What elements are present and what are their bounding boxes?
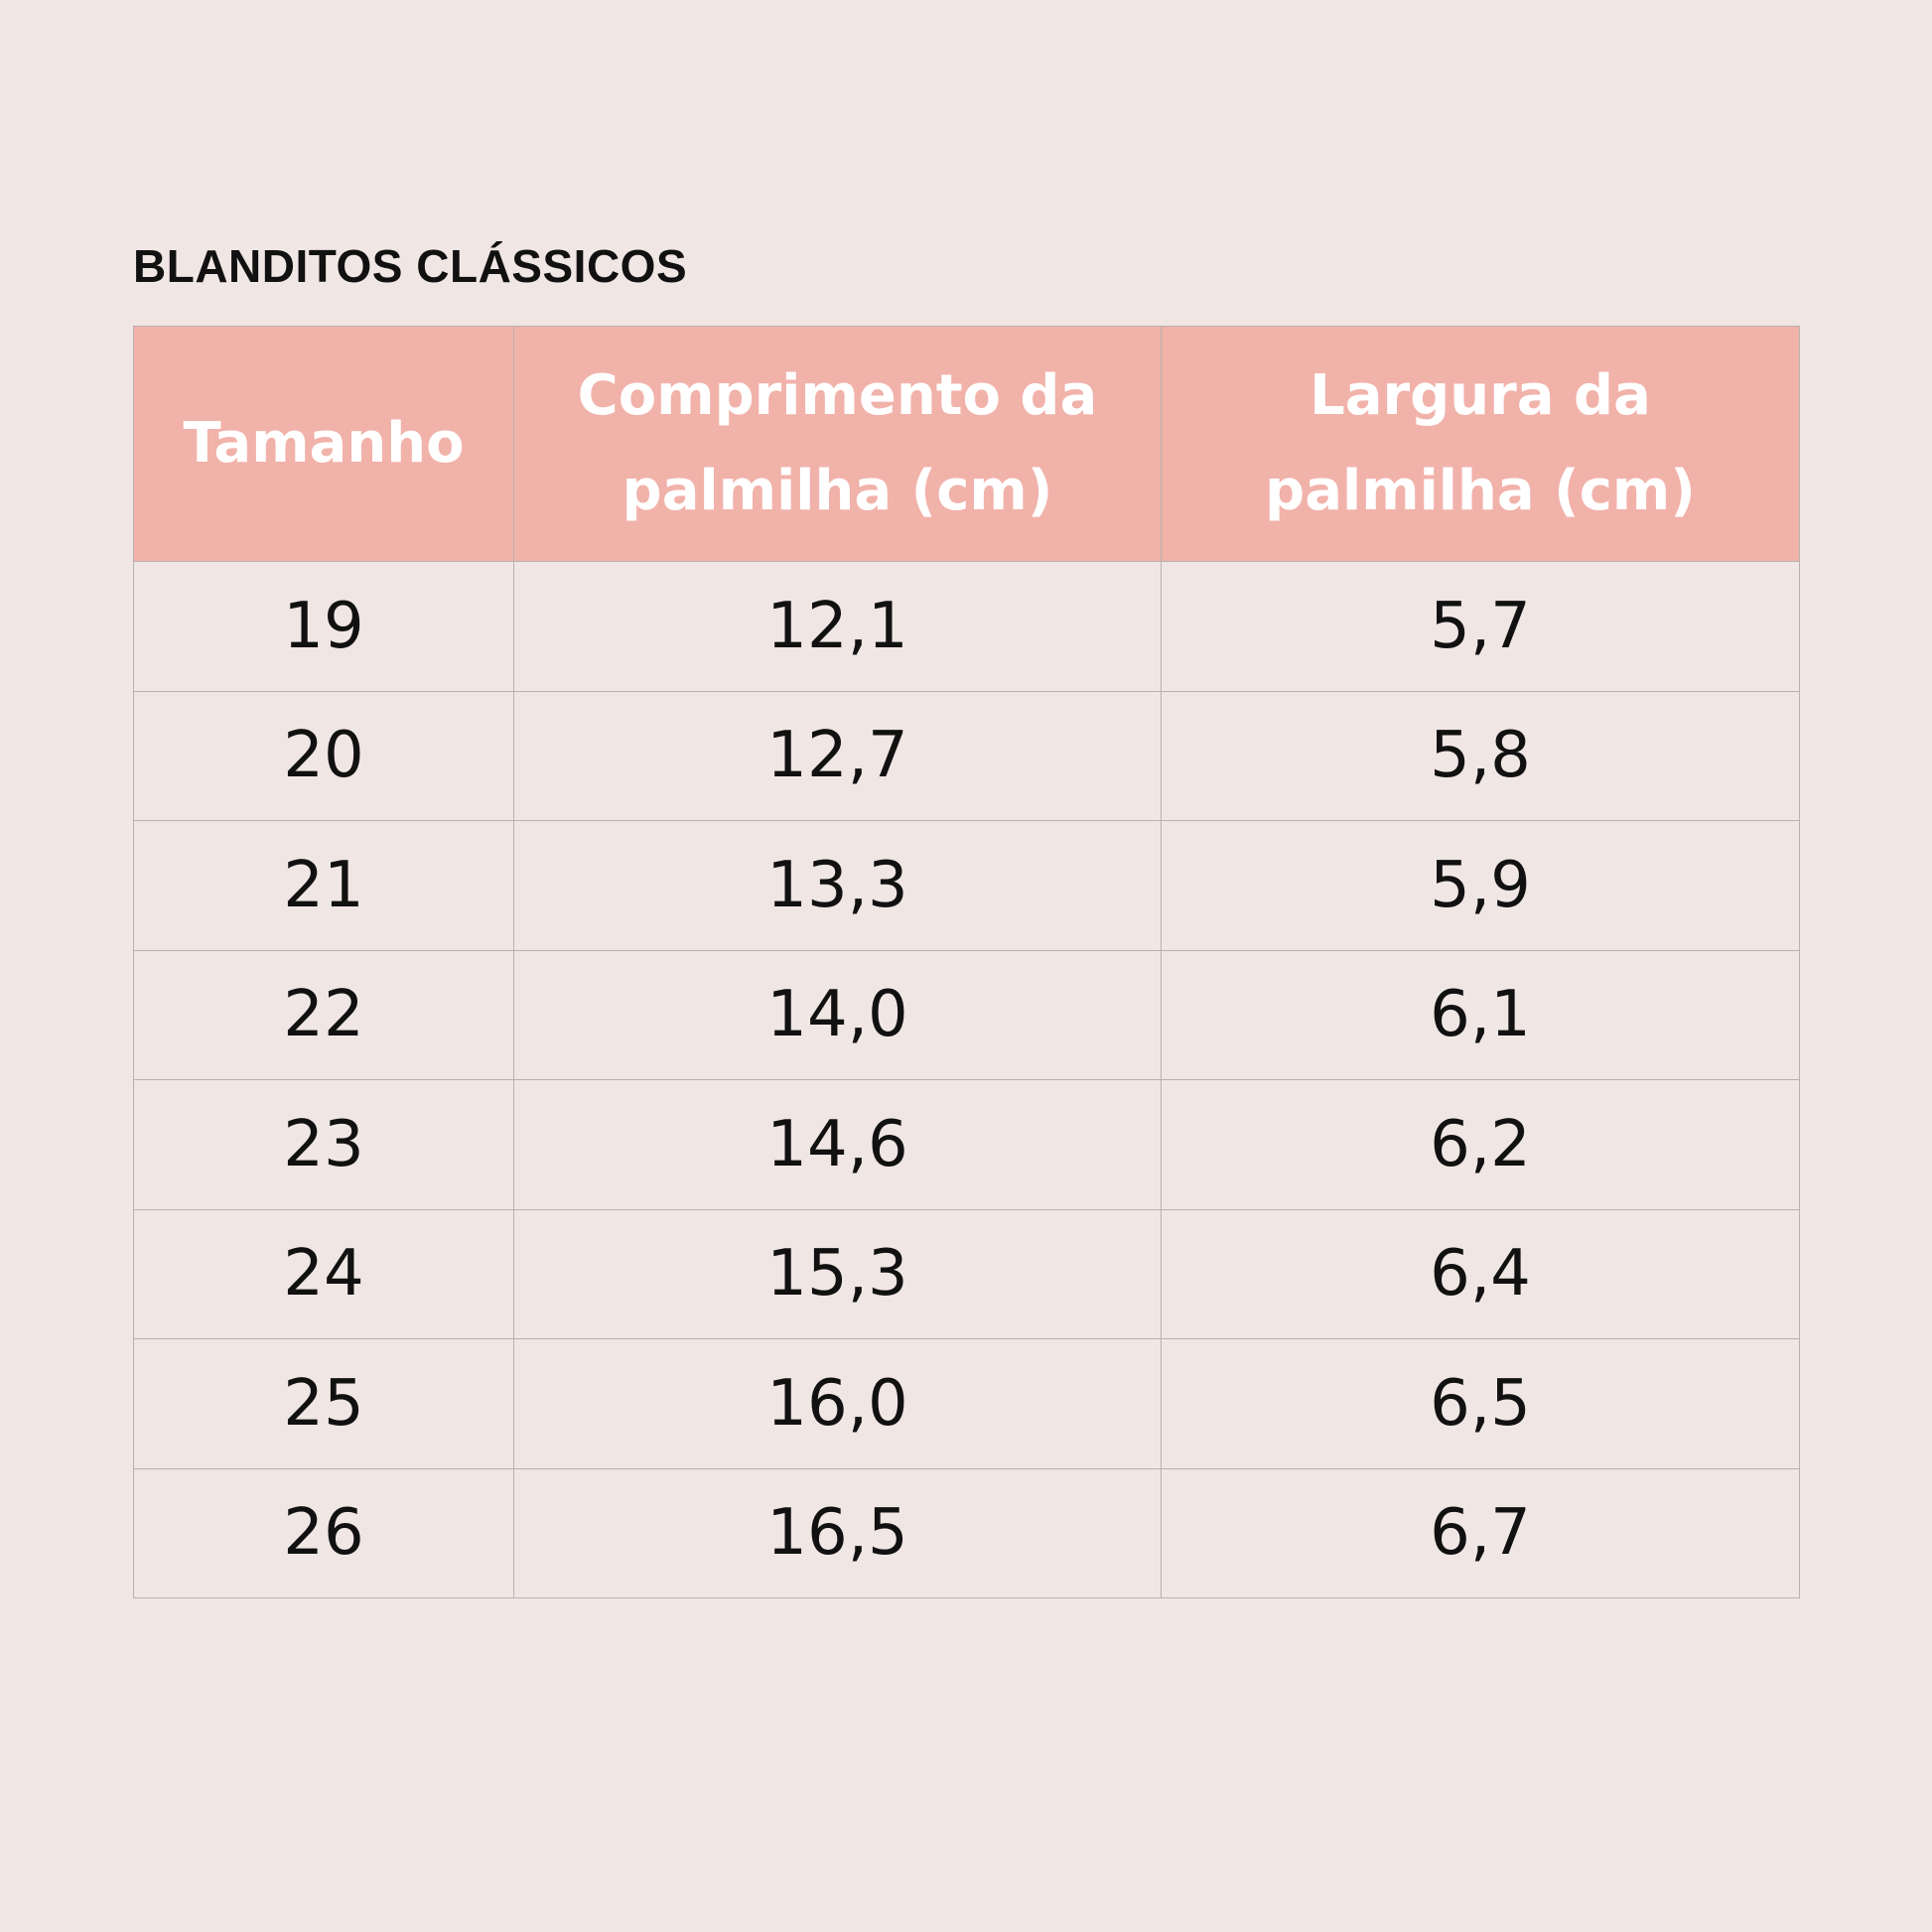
cell-size: 25	[133, 1338, 514, 1469]
cell-width: 5,7	[1161, 561, 1800, 692]
cell-size: 24	[133, 1208, 514, 1339]
cell-width: 6,4	[1161, 1208, 1800, 1339]
table-row: 19 12,1 5,7	[133, 561, 1800, 692]
cell-length: 16,0	[513, 1338, 1162, 1469]
cell-length: 12,1	[513, 561, 1162, 692]
cell-length: 13,3	[513, 820, 1162, 951]
cell-width: 6,5	[1161, 1338, 1800, 1469]
table-row: 21 13,3 5,9	[133, 820, 1800, 951]
cell-length: 16,5	[513, 1467, 1162, 1598]
cell-width: 6,2	[1161, 1079, 1800, 1210]
cell-size: 20	[133, 690, 514, 821]
size-table: Tamanho Comprimento da palmilha (cm) Lar…	[133, 326, 1800, 1598]
cell-length: 15,3	[513, 1208, 1162, 1339]
table-row: 25 16,0 6,5	[133, 1338, 1800, 1469]
cell-width: 6,1	[1161, 949, 1800, 1080]
cell-length: 14,6	[513, 1079, 1162, 1210]
cell-length: 12,7	[513, 690, 1162, 821]
page-title: BLANDITOS CLÁSSICOS	[133, 240, 688, 292]
header-insole-length: Comprimento da palmilha (cm)	[513, 326, 1162, 562]
table-row: 24 15,3 6,4	[133, 1208, 1800, 1339]
cell-size: 22	[133, 949, 514, 1080]
header-row: Tamanho Comprimento da palmilha (cm) Lar…	[133, 326, 1800, 562]
table-row: 20 12,7 5,8	[133, 690, 1800, 821]
cell-width: 6,7	[1161, 1467, 1800, 1598]
table-row: 23 14,6 6,2	[133, 1079, 1800, 1210]
header-size: Tamanho	[133, 326, 514, 562]
table-row: 26 16,5 6,7	[133, 1467, 1800, 1598]
header-insole-width: Largura da palmilha (cm)	[1161, 326, 1800, 562]
cell-width: 5,8	[1161, 690, 1800, 821]
cell-width: 5,9	[1161, 820, 1800, 951]
table-row: 22 14,0 6,1	[133, 949, 1800, 1080]
cell-size: 21	[133, 820, 514, 951]
cell-size: 26	[133, 1467, 514, 1598]
cell-size: 19	[133, 561, 514, 692]
cell-size: 23	[133, 1079, 514, 1210]
cell-length: 14,0	[513, 949, 1162, 1080]
table-header: Tamanho Comprimento da palmilha (cm) Lar…	[133, 326, 1800, 562]
table-body: 19 12,1 5,7 20 12,7 5,8 21 13,3 5,9 22 1…	[133, 561, 1800, 1598]
